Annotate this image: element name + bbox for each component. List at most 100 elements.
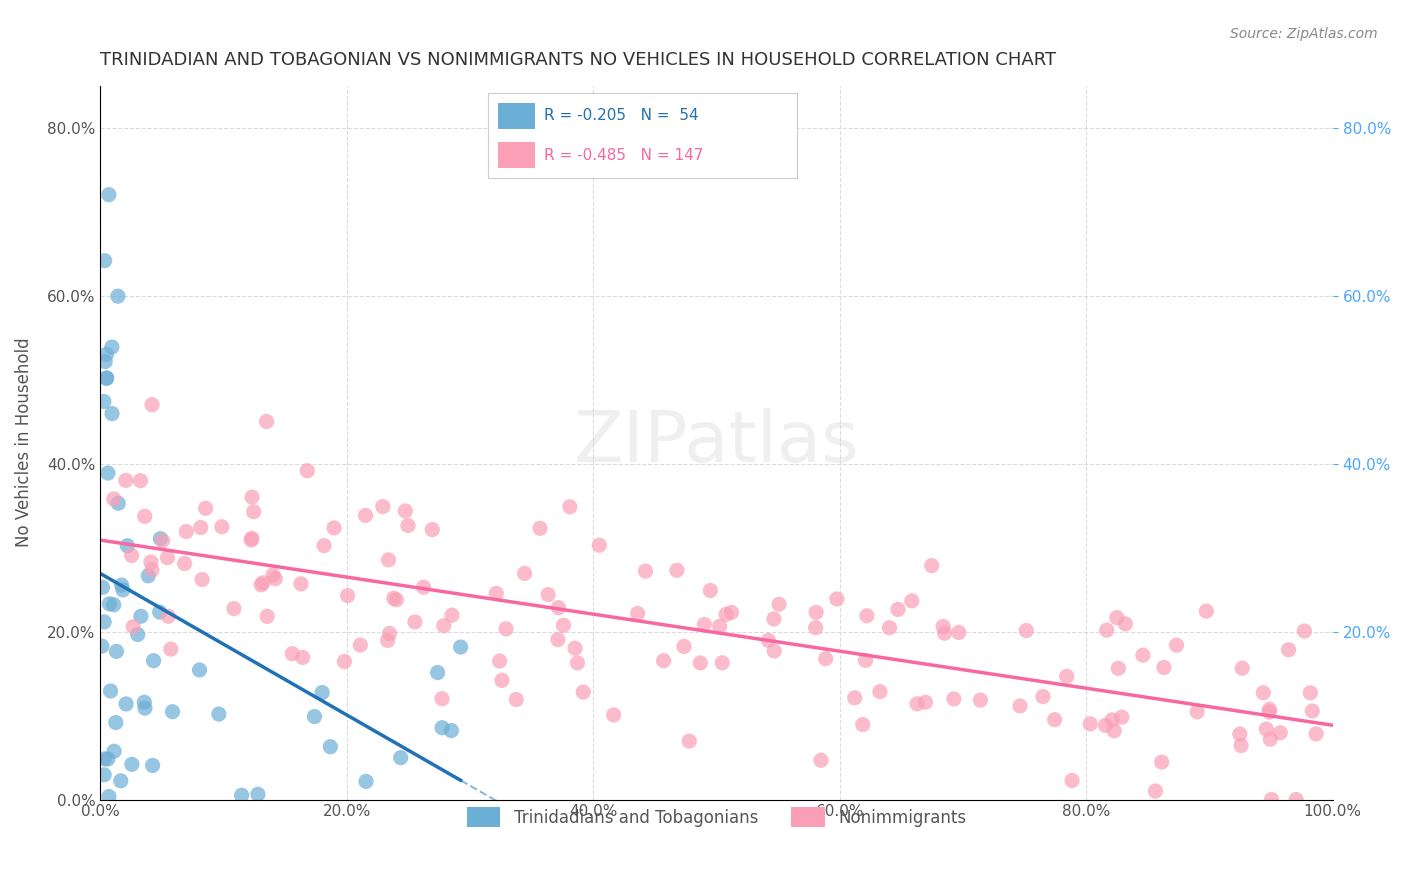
- Point: [714, 607, 737, 622]
- Point: [1107, 661, 1129, 675]
- Point: [844, 690, 866, 705]
- Point: [191, 573, 214, 587]
- Point: [382, 591, 405, 606]
- Point: [901, 594, 924, 608]
- Point: [97, 466, 120, 480]
- Point: [141, 398, 163, 412]
- Point: [349, 638, 371, 652]
- Point: [1294, 624, 1316, 638]
- Point: [879, 621, 901, 635]
- Point: [240, 533, 263, 547]
- Point: [756, 633, 779, 648]
- Point: [323, 521, 346, 535]
- Point: [250, 578, 273, 592]
- Point: [1153, 660, 1175, 674]
- Point: [572, 685, 595, 699]
- Point: [1015, 624, 1038, 638]
- Point: [115, 473, 138, 487]
- Point: [627, 607, 650, 621]
- Point: [852, 717, 875, 731]
- Point: [385, 592, 408, 607]
- Point: [1101, 713, 1123, 727]
- Point: [312, 539, 335, 553]
- Point: [1278, 642, 1301, 657]
- Point: [1105, 610, 1128, 624]
- Point: [134, 701, 156, 715]
- Point: [156, 550, 179, 565]
- Point: [93, 752, 115, 766]
- Point: [553, 618, 575, 632]
- Point: [1104, 723, 1126, 738]
- Point: [1185, 705, 1208, 719]
- Text: ZIPatlas: ZIPatlas: [574, 408, 859, 477]
- Point: [208, 707, 231, 722]
- Point: [93, 394, 115, 409]
- Point: [412, 580, 434, 594]
- Point: [855, 653, 877, 667]
- Point: [389, 750, 412, 764]
- Point: [134, 509, 156, 524]
- Point: [129, 474, 152, 488]
- Point: [231, 789, 253, 803]
- Point: [652, 654, 675, 668]
- Point: [1256, 722, 1278, 736]
- Point: [188, 663, 211, 677]
- Point: [281, 647, 304, 661]
- Point: [101, 407, 124, 421]
- Point: [91, 580, 114, 594]
- Point: [426, 665, 449, 680]
- Point: [129, 609, 152, 624]
- Point: [1258, 705, 1281, 719]
- Point: [804, 621, 827, 635]
- Point: [1229, 727, 1251, 741]
- Point: [430, 721, 453, 735]
- Point: [139, 555, 162, 569]
- Point: [304, 709, 326, 723]
- Point: [252, 575, 274, 590]
- Point: [948, 625, 970, 640]
- Point: [291, 650, 314, 665]
- Point: [673, 640, 696, 654]
- Point: [1043, 713, 1066, 727]
- Point: [1114, 616, 1136, 631]
- Point: [905, 697, 928, 711]
- Point: [262, 568, 284, 582]
- Point: [103, 598, 125, 612]
- Point: [1132, 648, 1154, 662]
- Point: [1144, 784, 1167, 798]
- Point: [354, 508, 377, 523]
- Point: [149, 532, 172, 546]
- Point: [689, 656, 711, 670]
- Y-axis label: No Vehicles in Household: No Vehicles in Household: [15, 338, 32, 548]
- Point: [141, 563, 163, 577]
- Point: [107, 496, 129, 510]
- Point: [804, 606, 827, 620]
- Point: [110, 773, 132, 788]
- Point: [1305, 727, 1327, 741]
- Point: [90, 639, 112, 653]
- Point: [440, 608, 463, 623]
- Point: [485, 586, 508, 600]
- Point: [1111, 710, 1133, 724]
- Point: [160, 642, 183, 657]
- Point: [1032, 690, 1054, 704]
- Point: [162, 705, 184, 719]
- Point: [1078, 717, 1101, 731]
- Point: [762, 612, 785, 626]
- Point: [768, 597, 790, 611]
- Point: [763, 644, 786, 658]
- Point: [1166, 638, 1188, 652]
- Point: [103, 744, 125, 758]
- Point: [491, 673, 513, 688]
- Point: [122, 620, 145, 634]
- Point: [127, 627, 149, 641]
- Point: [246, 787, 269, 801]
- Point: [142, 758, 165, 772]
- Point: [693, 617, 716, 632]
- Point: [333, 655, 356, 669]
- Point: [567, 656, 589, 670]
- Point: [97, 789, 120, 804]
- Point: [529, 521, 551, 535]
- Point: [709, 619, 731, 633]
- Point: [107, 289, 129, 303]
